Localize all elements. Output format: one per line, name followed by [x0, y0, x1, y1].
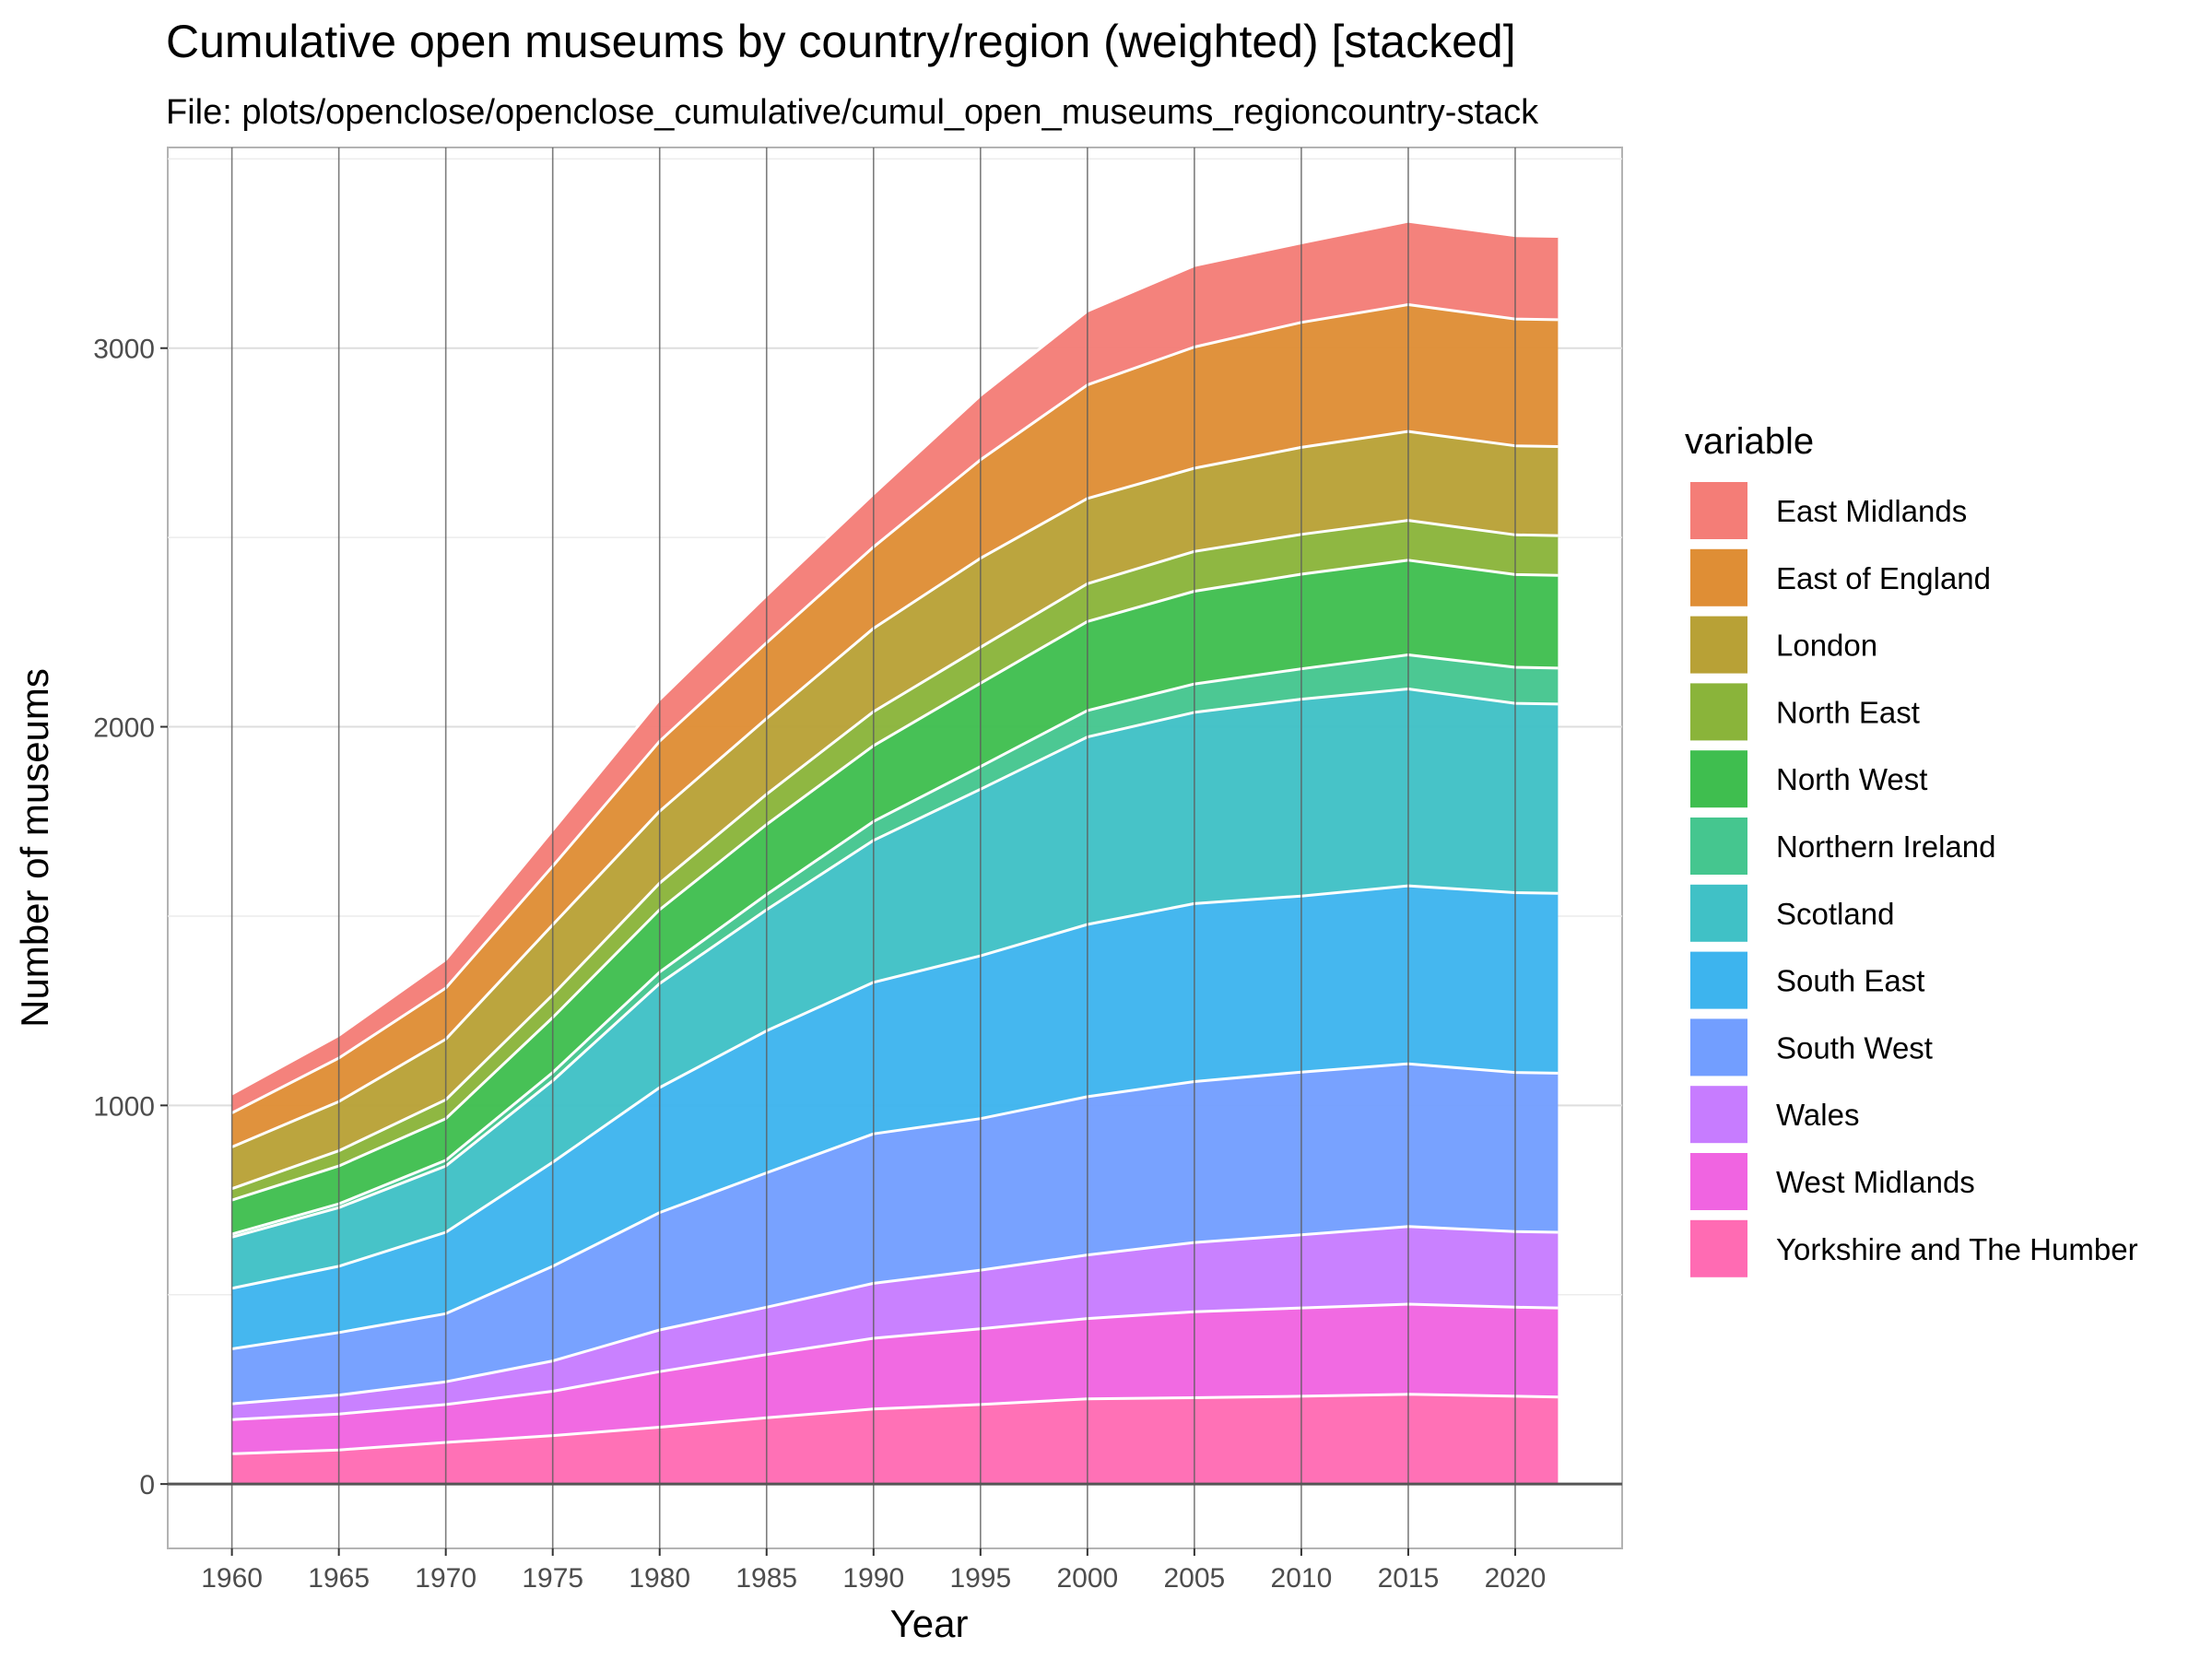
x-tick-label: 2010 [1271, 1563, 1333, 1594]
y-axis-ticks: 0 1000 2000 3000 [93, 335, 168, 1500]
legend-title: variable [1685, 421, 1814, 462]
x-axis-title: Year [890, 1602, 969, 1645]
legend-label-west-midlands: West Midlands [1776, 1165, 1975, 1199]
x-tick-label: 1985 [735, 1563, 797, 1594]
x-tick-label: 1975 [522, 1563, 583, 1594]
x-tick-label: 1970 [415, 1563, 477, 1594]
chart-title: Cumulative open museums by country/regio… [166, 16, 1516, 67]
legend-label-north-east: North East [1776, 695, 1920, 729]
area-scotland [231, 688, 1559, 1288]
x-tick-label: 1990 [842, 1563, 904, 1594]
x-tick-label: 1980 [629, 1563, 690, 1594]
boundary-north-east [231, 519, 1559, 1191]
area-wales [231, 1226, 1559, 1420]
boundary-northern-ireland [231, 653, 1559, 1236]
area-east-midlands [231, 221, 1559, 1113]
legend-label-wales: Wales [1776, 1098, 1859, 1132]
legend: variable East Midlands East of England Lon… [1685, 421, 2138, 1277]
y-axis-title: Number of museums [13, 668, 56, 1028]
boundary-south-west [231, 1062, 1559, 1350]
legend-swatch-north-east [1690, 683, 1747, 741]
boundary-east-of-england [230, 303, 1559, 1114]
legend-swatch-wales [1690, 1086, 1747, 1144]
plot-panel [167, 147, 1623, 1549]
legend-swatch-east-midlands [1690, 482, 1747, 539]
legend-swatch-east-of-england [1690, 548, 1747, 606]
legend-label-south-east: South East [1776, 964, 1924, 998]
legend-swatch-south-east [1690, 951, 1747, 1009]
area-yorkshire-and-the-humber [231, 1394, 1559, 1485]
legend-swatch-south-west [1690, 1018, 1747, 1077]
legend-label-north-west: North West [1776, 762, 1927, 796]
boundary-scotland [231, 688, 1559, 1239]
y-tick-label: 3000 [93, 335, 155, 365]
area-north-west [231, 559, 1559, 1234]
legend-swatch-london [1690, 616, 1747, 674]
boundary-yorkshire-and-the-humber [231, 1393, 1559, 1455]
boundary-wales [231, 1225, 1559, 1406]
legend-swatch-northern-ireland [1690, 818, 1747, 875]
boundary-london [231, 429, 1559, 1148]
panel-border [167, 147, 1623, 1549]
legend-swatch-west-midlands [1690, 1153, 1747, 1210]
legend-label-south-west: South West [1776, 1030, 1933, 1065]
x-tick-label: 2015 [1378, 1563, 1440, 1594]
boundary-west-midlands [231, 1302, 1559, 1421]
x-axis-ticks: 1960 1965 1970 1975 1980 1985 1990 1995 2000 2005… [201, 1548, 1546, 1594]
stacked-areas [230, 219, 1559, 1485]
area-east-of-england [231, 304, 1559, 1147]
boundary-east-midlands [230, 219, 1559, 1096]
x-tick-label: 2000 [1056, 1563, 1118, 1594]
legend-label-scotland: Scotland [1776, 897, 1894, 931]
legend-label-london: London [1776, 629, 1877, 663]
boundary-north-west [231, 559, 1559, 1202]
legend-items: East Midlands East of England London North … [1690, 482, 2138, 1277]
legend-swatch-yorkshire-and-the-humber [1690, 1219, 1747, 1277]
x-tick-label: 1965 [308, 1563, 370, 1594]
x-tick-label: 2005 [1164, 1563, 1226, 1594]
area-south-west [231, 1064, 1559, 1405]
area-west-midlands [231, 1304, 1559, 1454]
y-tick-label: 0 [139, 1470, 155, 1500]
legend-label-yorkshire-and-the-humber: Yorkshire and The Humber [1776, 1232, 2138, 1266]
legend-swatch-scotland [1690, 884, 1747, 942]
x-tick-label: 1995 [949, 1563, 1011, 1594]
legend-swatch-north-west [1690, 750, 1747, 808]
legend-label-northern-ireland: Northern Ireland [1776, 830, 1995, 864]
legend-label-east-midlands: East Midlands [1776, 494, 1967, 528]
y-tick-label: 2000 [93, 713, 155, 744]
x-tick-label: 2020 [1485, 1563, 1547, 1594]
vertical-gridlines [230, 147, 1516, 1548]
x-tick-label: 1960 [201, 1563, 263, 1594]
y-tick-label: 1000 [93, 1091, 155, 1122]
boundary-south-east [231, 884, 1559, 1290]
area-london [231, 431, 1559, 1189]
legend-label-east-of-england: East of England [1776, 561, 1991, 595]
chart-subtitle: File: plots/openclose/openclose_cumulati… [166, 93, 1539, 132]
area-south-east [231, 886, 1559, 1349]
